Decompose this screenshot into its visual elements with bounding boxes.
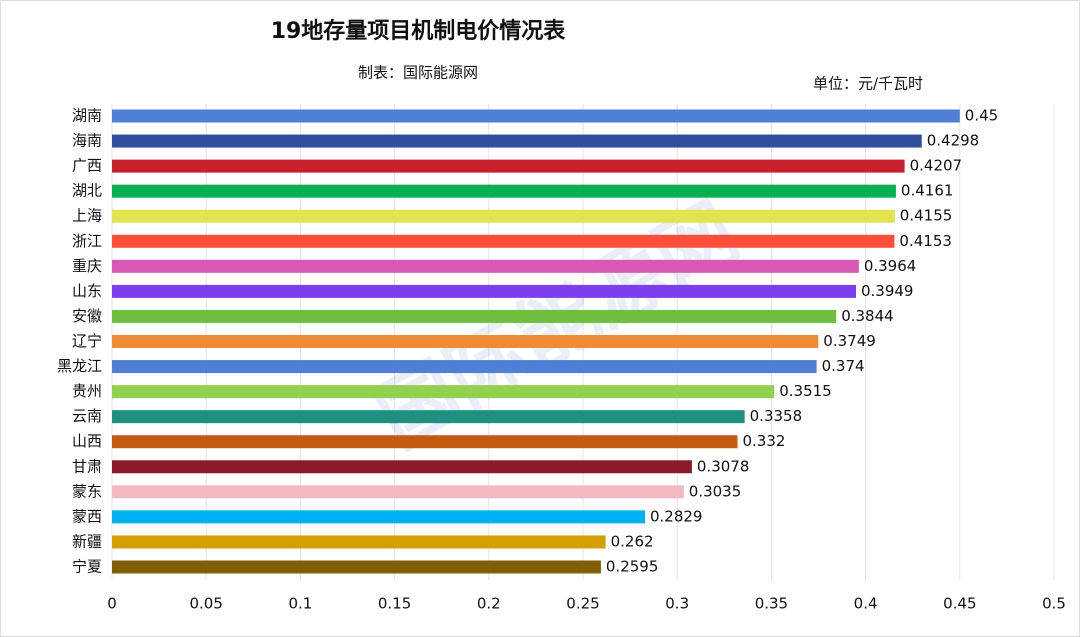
data-label: 0.4298	[927, 132, 980, 150]
y-tick-label: 新疆	[72, 532, 102, 550]
unit-label: 单位：元/千瓦时	[813, 75, 923, 93]
data-label: 0.4207	[910, 157, 963, 175]
x-tick-label: 0.4	[854, 595, 878, 613]
y-tick-label: 黑龙江	[57, 357, 102, 375]
x-tick-label: 0.2	[477, 595, 501, 613]
bar	[112, 184, 896, 198]
bar	[112, 535, 606, 549]
data-label: 0.262	[611, 532, 654, 550]
chart-title: 19地存量项目机制电价情况表	[271, 18, 567, 44]
x-tick-label: 0.3	[665, 595, 689, 613]
bar	[112, 109, 960, 123]
y-tick-label: 广西	[72, 157, 102, 175]
bar	[112, 134, 922, 148]
y-tick-label: 湖南	[72, 107, 102, 125]
data-label: 0.3844	[841, 307, 894, 325]
data-label: 0.45	[965, 107, 998, 125]
data-label: 0.3515	[779, 382, 832, 400]
y-tick-label: 贵州	[72, 382, 102, 400]
bar	[112, 209, 895, 223]
y-tick-label: 海南	[72, 132, 102, 150]
x-tick-label: 0	[107, 595, 117, 613]
bar	[112, 510, 645, 524]
x-tick-label: 0.1	[288, 595, 312, 613]
bar	[112, 259, 859, 273]
data-label: 0.332	[742, 432, 785, 450]
data-label: 0.374	[822, 357, 865, 375]
bar	[112, 309, 837, 323]
data-label: 0.3035	[689, 482, 742, 500]
bar	[112, 234, 895, 248]
x-tick-label: 0.45	[943, 595, 976, 613]
y-tick-label: 重庆	[72, 257, 102, 275]
bar	[112, 360, 817, 374]
bar	[112, 335, 819, 348]
data-label: 0.2595	[606, 558, 659, 576]
data-label: 0.4153	[899, 232, 952, 250]
bar	[112, 284, 856, 298]
y-tick-label: 蒙东	[72, 482, 102, 500]
data-label: 0.4155	[900, 207, 953, 225]
y-tick-label: 山东	[72, 282, 102, 300]
y-tick-label: 山西	[72, 432, 102, 450]
bar	[112, 460, 692, 474]
data-label: 0.3949	[861, 282, 914, 300]
data-label: 0.4161	[901, 182, 954, 200]
bar	[112, 560, 601, 574]
y-tick-label: 辽宁	[72, 332, 102, 350]
x-tick-label: 0.35	[755, 595, 788, 613]
y-tick-label: 蒙西	[72, 507, 102, 525]
x-tick-label: 0.05	[189, 595, 222, 613]
x-tick-label: 0.25	[566, 595, 599, 613]
y-tick-label: 云南	[72, 407, 102, 425]
y-tick-label: 湖北	[72, 182, 102, 200]
x-tick-label: 0.15	[378, 595, 411, 613]
bar	[112, 410, 745, 424]
bar	[112, 385, 775, 399]
data-label: 0.3749	[823, 332, 876, 350]
y-tick-label: 宁夏	[72, 558, 102, 576]
y-tick-label: 甘肃	[72, 457, 102, 475]
y-tick-label: 安徽	[72, 307, 102, 325]
bar	[112, 485, 684, 499]
x-tick-label: 0.5	[1042, 595, 1066, 613]
data-label: 0.3358	[750, 407, 803, 425]
data-label: 0.3964	[864, 257, 917, 275]
data-label: 0.3078	[697, 457, 750, 475]
y-tick-label: 浙江	[72, 232, 102, 250]
y-tick-label: 上海	[72, 207, 102, 225]
bar	[112, 159, 905, 173]
chart-subtitle: 制表：国际能源网	[358, 64, 478, 82]
bar	[112, 435, 738, 449]
data-label: 0.2829	[650, 507, 703, 525]
